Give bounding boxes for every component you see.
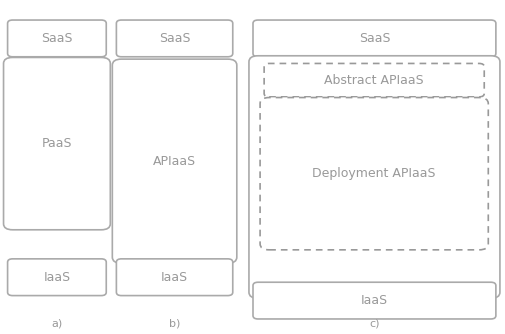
FancyBboxPatch shape: [260, 98, 487, 250]
Text: c): c): [369, 319, 379, 329]
Text: a): a): [51, 319, 62, 329]
Text: SaaS: SaaS: [358, 32, 389, 45]
FancyBboxPatch shape: [8, 259, 106, 296]
FancyBboxPatch shape: [116, 259, 232, 296]
Text: IaaS: IaaS: [161, 271, 188, 284]
Text: APIaaS: APIaaS: [153, 155, 196, 168]
Text: IaaS: IaaS: [360, 294, 387, 307]
FancyBboxPatch shape: [112, 59, 236, 263]
FancyBboxPatch shape: [116, 20, 232, 57]
FancyBboxPatch shape: [8, 20, 106, 57]
FancyBboxPatch shape: [4, 57, 110, 230]
FancyBboxPatch shape: [252, 20, 495, 57]
Text: SaaS: SaaS: [41, 32, 73, 45]
Text: IaaS: IaaS: [43, 271, 70, 284]
Text: b): b): [169, 319, 180, 329]
Text: SaaS: SaaS: [159, 32, 190, 45]
Text: Deployment APIaaS: Deployment APIaaS: [312, 167, 435, 180]
Text: Abstract APIaaS: Abstract APIaaS: [324, 74, 423, 87]
FancyBboxPatch shape: [264, 63, 483, 97]
Text: PaaS: PaaS: [41, 137, 72, 150]
FancyBboxPatch shape: [252, 282, 495, 319]
FancyBboxPatch shape: [248, 56, 499, 298]
